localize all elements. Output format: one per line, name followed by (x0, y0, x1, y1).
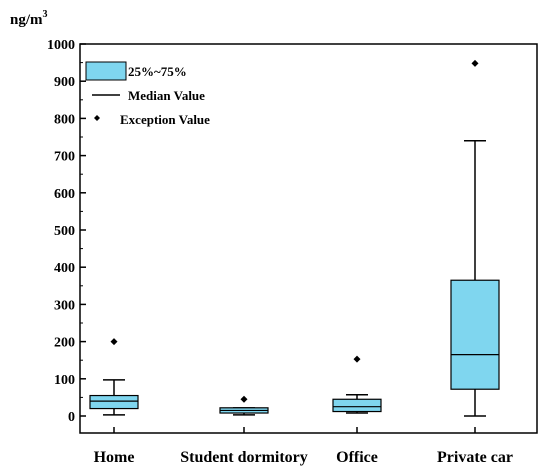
legend-outlier-swatch (94, 115, 100, 121)
x-tick-label: Private car (437, 449, 513, 466)
y-tick-label: 300 (54, 298, 75, 313)
iqr-box (332, 398, 382, 413)
boxes (89, 59, 500, 417)
y-tick-label: 1000 (47, 38, 75, 53)
box-2 (332, 355, 382, 414)
outlier-point (471, 59, 479, 67)
outlier-point (110, 338, 118, 346)
legend-median-label: Median Value (128, 88, 205, 103)
y-tick-label: 400 (54, 261, 75, 276)
legend-outlier-label: Exception Value (120, 112, 210, 127)
unit-base: ng/m (10, 12, 43, 28)
x-axis: Home Student dormitory Office Private car (94, 427, 513, 466)
box-1 (219, 395, 269, 416)
iqr-box (450, 279, 500, 390)
y-axis-unit-label: ng/m3 (10, 9, 48, 28)
iqr-box (89, 394, 139, 410)
box-0 (89, 338, 139, 416)
y-tick-label: 800 (54, 112, 75, 127)
y-tick-label: 0 (68, 410, 75, 425)
x-tick-label: Student dormitory (180, 449, 308, 466)
y-tick-label: 500 (54, 224, 75, 239)
x-tick-label: Office (336, 449, 378, 466)
legend: 25%~75% Median Value Exception Value (85, 61, 210, 127)
box-3 (450, 59, 500, 417)
y-axis: 0 100 200 300 400 500 600 700 800 900 1000 (47, 38, 86, 425)
legend-box-swatch (85, 61, 127, 81)
y-tick-label: 600 (54, 187, 75, 202)
unit-superscript: 3 (43, 9, 48, 20)
outlier-point (353, 355, 361, 363)
x-tick-label: Home (94, 449, 135, 466)
y-tick-label: 200 (54, 336, 75, 351)
plot-frame (79, 43, 538, 434)
legend-box-label: 25%~75% (128, 64, 187, 79)
outlier-point (240, 395, 248, 403)
svg-text:ng/m3: ng/m3 (10, 9, 48, 28)
y-tick-label: 700 (54, 150, 75, 165)
y-tick-label: 100 (54, 373, 75, 388)
y-tick-label: 900 (54, 75, 75, 90)
